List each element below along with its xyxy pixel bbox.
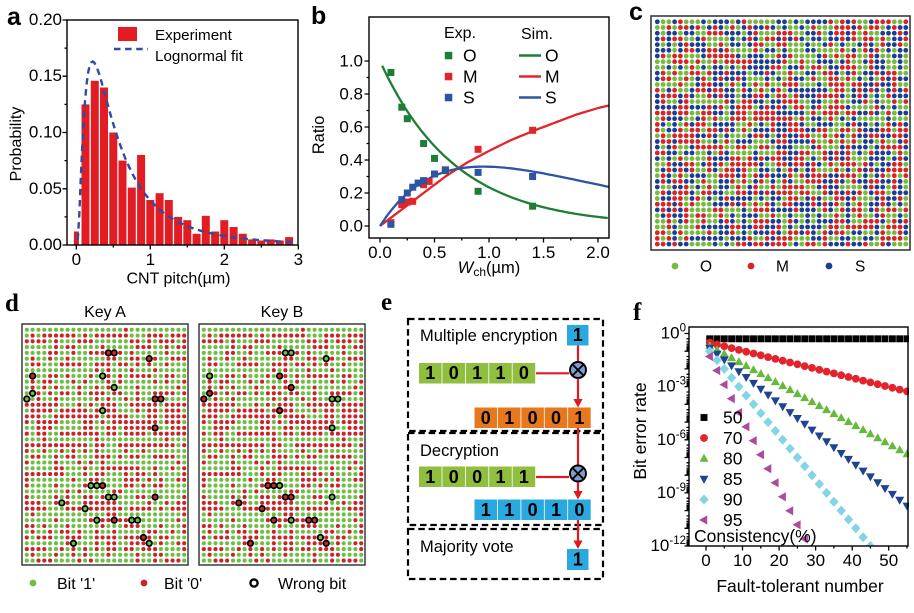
- svg-text:M: M: [776, 259, 789, 276]
- svg-text:0: 0: [449, 467, 459, 487]
- svg-text:50: 50: [879, 551, 898, 570]
- svg-text:0.5: 0.5: [423, 243, 447, 262]
- svg-text:0: 0: [528, 500, 538, 520]
- svg-text:CNT pitch(µm): CNT pitch(µm): [126, 271, 230, 288]
- svg-text:Lognormal fit: Lognormal fit: [155, 48, 244, 65]
- svg-text:O: O: [463, 46, 477, 66]
- svg-text:0: 0: [449, 363, 459, 383]
- svg-text:1: 1: [495, 363, 505, 383]
- svg-text:0.0: 0.0: [368, 243, 392, 262]
- svg-text:Fault-tolerant number: Fault-tolerant number: [716, 576, 883, 596]
- svg-text:Wrong bit: Wrong bit: [278, 576, 347, 593]
- svg-text:1.0: 1.0: [477, 243, 501, 262]
- svg-text:0: 0: [701, 551, 710, 570]
- svg-text:85: 85: [723, 469, 742, 489]
- svg-text:1.5: 1.5: [532, 243, 556, 262]
- svg-text:1: 1: [425, 467, 435, 487]
- svg-text:Ratio: Ratio: [310, 116, 328, 155]
- svg-text:O: O: [700, 259, 712, 276]
- svg-text:Key A: Key A: [84, 304, 126, 321]
- svg-text:1: 1: [573, 550, 583, 570]
- svg-text:0: 0: [551, 408, 561, 428]
- svg-text:2: 2: [220, 250, 229, 269]
- svg-text:M: M: [463, 67, 478, 87]
- svg-text:3: 3: [294, 250, 303, 269]
- svg-text:2.0: 2.0: [586, 243, 610, 262]
- svg-text:Wch(µm): Wch(µm): [458, 259, 521, 279]
- svg-text:Bit '1': Bit '1': [57, 576, 95, 593]
- svg-text:M: M: [545, 67, 560, 87]
- svg-text:0.10: 0.10: [29, 123, 62, 142]
- svg-text:O: O: [545, 46, 559, 66]
- svg-text:0: 0: [481, 408, 491, 428]
- svg-text:80: 80: [723, 449, 743, 469]
- svg-text:0: 0: [574, 500, 584, 520]
- svg-text:Decryption: Decryption: [420, 442, 499, 460]
- svg-text:95: 95: [723, 510, 742, 530]
- svg-text:0: 0: [528, 408, 538, 428]
- svg-text:Multiple encryption: Multiple encryption: [420, 327, 558, 345]
- svg-text:1: 1: [481, 500, 491, 520]
- svg-text:10: 10: [733, 551, 752, 570]
- svg-text:1: 1: [495, 467, 505, 487]
- svg-text:Bit error rate: Bit error rate: [630, 382, 650, 479]
- svg-text:1: 1: [504, 500, 514, 520]
- svg-text:30: 30: [806, 551, 825, 570]
- svg-text:0.05: 0.05: [29, 179, 62, 198]
- svg-text:0.2: 0.2: [339, 184, 363, 203]
- svg-text:Consistency(%): Consistency(%): [694, 526, 817, 546]
- svg-text:1: 1: [573, 325, 583, 345]
- svg-text:S: S: [463, 88, 475, 108]
- svg-text:50: 50: [723, 408, 743, 428]
- svg-text:S: S: [545, 88, 557, 108]
- svg-text:20: 20: [770, 551, 789, 570]
- svg-text:Majority vote: Majority vote: [420, 538, 514, 556]
- svg-text:e: e: [381, 289, 392, 316]
- svg-text:0.15: 0.15: [29, 66, 62, 85]
- svg-text:0: 0: [519, 363, 529, 383]
- svg-text:1: 1: [504, 408, 514, 428]
- svg-text:0.4: 0.4: [339, 151, 363, 170]
- svg-text:1: 1: [425, 363, 435, 383]
- svg-text:b: b: [311, 2, 326, 30]
- svg-text:0: 0: [472, 467, 482, 487]
- svg-text:1: 1: [146, 250, 155, 269]
- svg-text:1: 1: [519, 467, 529, 487]
- svg-text:f: f: [633, 299, 642, 326]
- svg-text:Key B: Key B: [261, 304, 304, 321]
- svg-text:1: 1: [472, 363, 482, 383]
- svg-text:Probability: Probability: [8, 107, 25, 182]
- svg-text:0.00: 0.00: [29, 235, 62, 254]
- svg-text:40: 40: [843, 551, 862, 570]
- svg-text:0.6: 0.6: [339, 118, 363, 137]
- svg-text:d: d: [5, 290, 19, 317]
- svg-text:Exp.: Exp.: [444, 25, 476, 42]
- svg-text:c: c: [629, 0, 643, 26]
- svg-text:a: a: [7, 3, 22, 31]
- svg-text:1: 1: [551, 500, 561, 520]
- svg-text:1: 1: [574, 408, 584, 428]
- svg-text:70: 70: [723, 428, 743, 448]
- svg-text:0.8: 0.8: [339, 85, 363, 104]
- svg-text:0.0: 0.0: [339, 217, 363, 236]
- svg-text:90: 90: [723, 490, 743, 510]
- svg-text:S: S: [855, 259, 865, 276]
- svg-text:Sim.: Sim.: [521, 26, 553, 43]
- svg-text:Experiment: Experiment: [155, 27, 233, 44]
- svg-text:0.20: 0.20: [29, 10, 62, 29]
- svg-text:Bit '0': Bit '0': [164, 576, 202, 593]
- svg-text:0: 0: [72, 250, 81, 269]
- svg-text:1.0: 1.0: [339, 52, 363, 71]
